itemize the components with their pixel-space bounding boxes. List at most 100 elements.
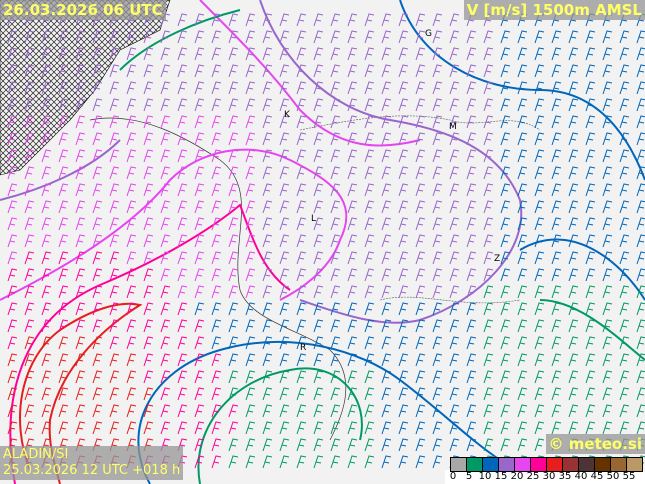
wind-barb <box>177 166 188 180</box>
wind-barb <box>245 438 256 452</box>
wind-barb <box>296 234 307 248</box>
legend-swatch <box>594 457 611 472</box>
wind-barb <box>228 217 239 231</box>
wind-barb <box>568 200 579 214</box>
wind-barb <box>449 200 460 214</box>
wind-barb <box>551 64 562 78</box>
wind-barb <box>398 115 409 129</box>
wind-barb <box>398 132 409 146</box>
wind-barb <box>517 404 528 418</box>
wind-barb <box>534 30 545 44</box>
wind-barb <box>636 132 645 146</box>
wind-barb <box>160 234 171 248</box>
wind-barb <box>126 336 137 350</box>
city-label: L <box>311 214 317 224</box>
wind-barb <box>41 166 52 180</box>
wind-barb <box>279 13 290 27</box>
wind-barb <box>126 268 137 282</box>
wind-barb <box>483 302 494 316</box>
wind-barb <box>58 64 69 78</box>
wind-barb <box>41 387 52 401</box>
wind-barb <box>262 98 273 112</box>
wind-barb <box>500 47 511 61</box>
wind-barb <box>551 387 562 401</box>
wind-barb <box>364 13 375 27</box>
wind-barb <box>177 98 188 112</box>
wind-barb <box>415 183 426 197</box>
wind-barb <box>364 149 375 163</box>
wind-barb <box>551 268 562 282</box>
wind-barb <box>75 64 86 78</box>
wind-barb <box>143 132 154 146</box>
wind-barb <box>313 421 324 435</box>
wind-barb <box>619 251 630 265</box>
wind-barb <box>500 438 511 452</box>
wind-barb <box>41 30 52 44</box>
wind-barb <box>347 404 358 418</box>
wind-barb <box>568 421 579 435</box>
wind-barb <box>75 217 86 231</box>
wind-barb <box>347 64 358 78</box>
wind-barb <box>24 47 35 61</box>
wind-barb <box>619 353 630 367</box>
wind-barb <box>58 30 69 44</box>
wind-barb <box>126 200 137 214</box>
wind-barb <box>432 81 443 95</box>
isotach-5c <box>119 9 241 71</box>
wind-barb <box>143 353 154 367</box>
wind-barb <box>211 166 222 180</box>
wind-barb <box>466 115 477 129</box>
wind-barb <box>75 319 86 333</box>
wind-barb <box>262 47 273 61</box>
wind-barb <box>262 438 273 452</box>
wind-barb <box>415 438 426 452</box>
wind-barb <box>551 166 562 180</box>
wind-barb <box>177 115 188 129</box>
wind-barb <box>432 336 443 350</box>
wind-barb <box>432 234 443 248</box>
wind-barb <box>602 183 613 197</box>
wind-barb <box>24 268 35 282</box>
wind-barb <box>568 217 579 231</box>
wind-barb <box>585 217 596 231</box>
wind-barb <box>177 336 188 350</box>
wind-barb <box>92 115 103 129</box>
wind-barb <box>398 149 409 163</box>
wind-barb <box>483 336 494 350</box>
wind-barb <box>228 115 239 129</box>
wind-barb <box>41 336 52 350</box>
wind-barb <box>619 370 630 384</box>
wind-barb <box>330 234 341 248</box>
wind-barb <box>211 30 222 44</box>
wind-barb <box>483 285 494 299</box>
wind-barb <box>415 30 426 44</box>
wind-barb <box>381 200 392 214</box>
wind-barb <box>551 217 562 231</box>
legend-tick: 40 <box>574 471 588 482</box>
wind-barb <box>330 455 341 469</box>
wind-barb <box>636 336 645 350</box>
wind-barb <box>568 64 579 78</box>
wind-barb <box>483 234 494 248</box>
wind-barb <box>381 132 392 146</box>
wind-barb <box>466 166 477 180</box>
wind-barb <box>500 302 511 316</box>
wind-barb <box>296 387 307 401</box>
wind-barb <box>636 217 645 231</box>
wind-barb <box>398 13 409 27</box>
wind-barb <box>194 336 205 350</box>
wind-barb <box>245 319 256 333</box>
legend-tick: 50 <box>606 471 620 482</box>
wind-barb <box>500 370 511 384</box>
wind-barb <box>602 200 613 214</box>
wind-barb <box>585 404 596 418</box>
wind-barb <box>279 234 290 248</box>
wind-barb <box>228 421 239 435</box>
wind-barb <box>262 421 273 435</box>
wind-barb <box>347 183 358 197</box>
legend-background <box>445 470 645 484</box>
wind-barb <box>517 30 528 44</box>
wind-barb <box>568 30 579 44</box>
wind-barb <box>330 149 341 163</box>
wind-barb <box>619 81 630 95</box>
